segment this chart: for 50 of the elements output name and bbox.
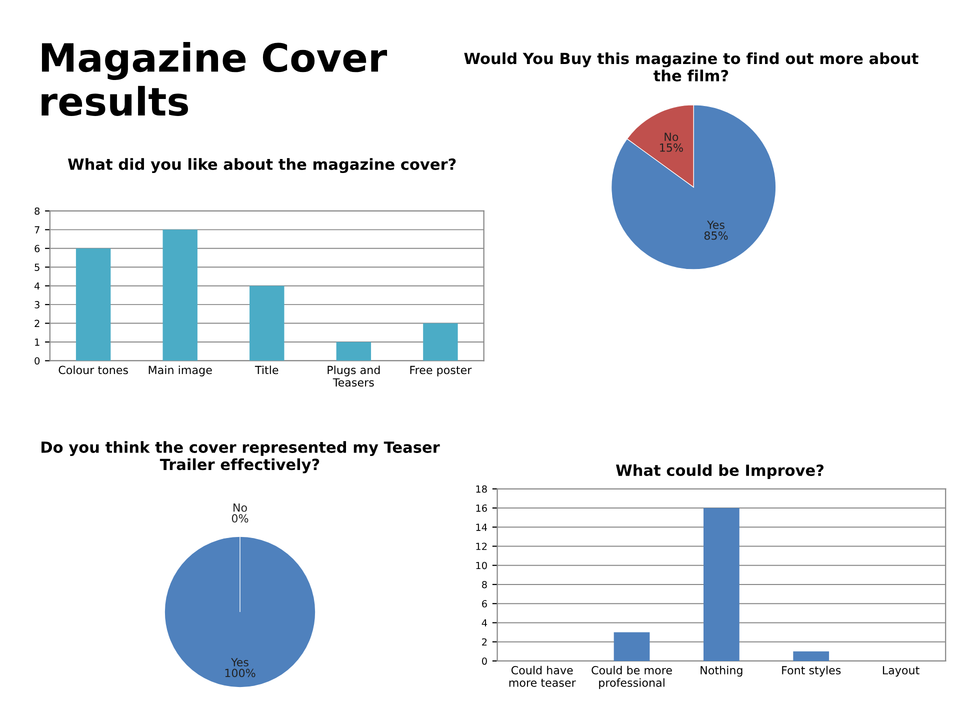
data-label: 85% — [704, 231, 728, 240]
bar — [793, 651, 830, 661]
y-tick-label: 0 — [482, 657, 487, 665]
y-tick-label: 1 — [35, 338, 40, 346]
chart-title: Would You Buy this magazine to find out more about the film? — [464, 52, 918, 82]
bar — [704, 508, 740, 661]
y-tick-label: 2 — [482, 638, 487, 646]
y-tick-label: 8 — [34, 207, 40, 215]
x-tick-label: Plugs and Teasers — [328, 366, 380, 387]
x-tick-label: Main image — [148, 366, 212, 376]
x-tick-label: Layout — [882, 666, 920, 677]
chart-title: What could be Improve? — [616, 464, 824, 479]
chart-title: Do you think the cover represented my Teaser Trailer effectively? — [42, 441, 440, 474]
chart-title: What did you like about the magazine cover? — [68, 158, 456, 174]
y-tick-label: 0 — [34, 357, 40, 365]
slice-label: No — [664, 132, 678, 142]
y-tick-label: 4 — [482, 619, 488, 626]
bar — [423, 323, 458, 361]
y-tick-label: 14 — [476, 524, 488, 531]
y-tick-label: 7 — [34, 226, 40, 234]
y-tick-label: 6 — [34, 244, 40, 252]
x-tick-label: Font styles — [782, 666, 841, 677]
data-label: 100% — [225, 668, 256, 678]
y-tick-label: 2 — [34, 320, 40, 327]
bar — [336, 342, 372, 361]
text: Magazine Cover results — [42, 42, 388, 116]
bar — [614, 632, 650, 661]
y-tick-label: 16 — [476, 504, 487, 512]
bar — [250, 286, 284, 361]
y-tick-label: 10 — [476, 562, 487, 570]
x-tick-label: Colour tones — [58, 366, 128, 374]
slice-label: Yes — [231, 658, 248, 666]
category-label: No — [234, 504, 247, 512]
y-tick-label: 4 — [34, 282, 40, 290]
y-tick-label: 8 — [482, 580, 487, 588]
x-tick-label: Nothing — [700, 666, 742, 677]
bar — [162, 230, 198, 361]
x-tick-label: Could be more professional — [592, 666, 672, 690]
bar — [76, 248, 111, 361]
x-tick-label: Title — [254, 366, 278, 374]
y-tick-label: 18 — [476, 485, 487, 493]
y-tick-label: 5 — [34, 264, 40, 271]
data-label: 15% — [660, 143, 683, 152]
text: 0% — [232, 514, 248, 523]
y-tick-label: 3 — [34, 301, 40, 308]
y-tick-label: 12 — [476, 542, 487, 550]
slice-label: Yes — [707, 220, 724, 230]
x-tick-label: Could have more teaser — [509, 666, 576, 687]
y-tick-label: 6 — [482, 600, 487, 608]
x-tick-label: Free poster — [410, 366, 472, 376]
